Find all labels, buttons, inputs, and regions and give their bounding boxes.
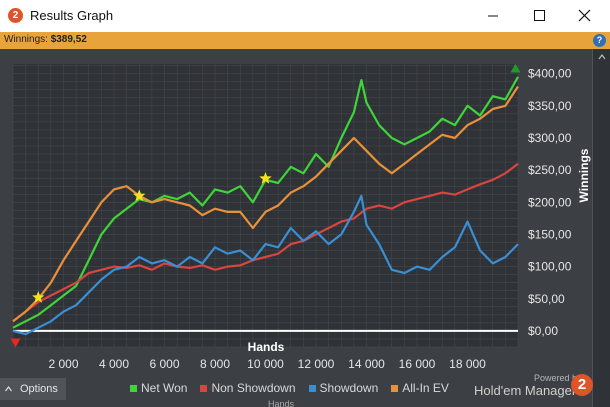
close-icon (578, 9, 591, 22)
brand-logo-icon: 2 (571, 374, 593, 396)
legend-label: All-In EV (402, 381, 449, 395)
x-tick-label: 10 000 (247, 357, 284, 371)
window-title: Results Graph (30, 8, 114, 23)
series-line-showdown (12, 194, 519, 336)
chevron-up-icon (5, 386, 12, 392)
series-line-net-won (12, 76, 519, 329)
options-label: Options (20, 383, 58, 395)
x-tick-label: 12 000 (298, 357, 335, 371)
x-tick-label: 16 000 (399, 357, 436, 371)
y-tick-label: $100,00 (528, 260, 572, 274)
scroll-strip[interactable] (592, 49, 610, 407)
chart-legend: Net Won Non Showdown Showdown All-In EV (130, 381, 449, 395)
legend-item[interactable]: All-In EV (391, 381, 449, 395)
y-tick-label: $250,00 (528, 163, 572, 177)
winnings-summary: Winnings: $389,52 (4, 34, 87, 45)
x-tick-label: 6 000 (149, 357, 179, 371)
series-layer (12, 76, 519, 336)
y-tick-label: $150,00 (528, 227, 572, 241)
app-logo-icon: 2 (8, 8, 23, 23)
min-marker-icon (10, 338, 21, 348)
x-tick-label: 18 000 (449, 357, 486, 371)
max-marker-icon (510, 63, 521, 73)
chevron-up-icon[interactable] (598, 53, 606, 61)
grid-lines (12, 64, 519, 348)
y-tick-label: $50,00 (528, 292, 565, 306)
maximize-icon (534, 10, 545, 21)
help-icon[interactable]: ? (593, 34, 606, 47)
legend-swatch (391, 384, 399, 392)
winnings-label: Winnings: (4, 34, 48, 45)
maximize-button[interactable] (516, 0, 562, 32)
minimize-button[interactable] (470, 0, 516, 32)
options-button[interactable]: Options (0, 378, 66, 400)
legend-label: Showdown (319, 381, 379, 395)
y-axis-title: Winnings (577, 148, 591, 202)
legend-label: Net Won (141, 381, 188, 395)
marker-layer (10, 63, 521, 348)
legend-item[interactable]: Showdown (308, 381, 379, 395)
y-tick-label: $350,00 (528, 99, 572, 113)
brand-name: Hold'em Manager (474, 383, 577, 398)
legend-swatch (308, 384, 316, 392)
x-tick-label: 2 000 (48, 357, 78, 371)
star-marker-icon (259, 172, 272, 184)
legend-item[interactable]: Non Showdown (200, 381, 296, 395)
title-bar: 2 Results Graph (0, 0, 610, 32)
star-marker-icon (32, 291, 45, 303)
close-button[interactable] (562, 0, 608, 32)
x-tick-label: 14 000 (348, 357, 385, 371)
winnings-value: $389,52 (50, 34, 87, 45)
series-line-non-showdown (12, 162, 519, 323)
star-marker-icon (133, 189, 146, 202)
y-tick-label: $200,00 (528, 195, 572, 209)
x-tick-label: 8 000 (200, 357, 230, 371)
x-axis-ticks: 2 000 4 000 6 000 8 000 10 000 12 000 14 000 16… (48, 357, 486, 371)
y-axis-ticks: $0,00 $50,00 $100,00 $150,00 $200,00 $250,00 $… (528, 67, 572, 338)
series-line-all-in-ev (12, 85, 519, 323)
y-tick-label: $300,00 (528, 131, 572, 145)
results-chart: 2 000 4 000 6 000 8 000 10 000 12 000 14 000 16… (0, 49, 592, 407)
y-tick-label: $400,00 (528, 67, 572, 81)
y-tick-label: $0,00 (528, 324, 558, 338)
legend-swatch (200, 384, 208, 392)
cutoff-hands-label: Hands (268, 399, 295, 407)
legend-swatch (130, 384, 137, 392)
winnings-bar: Winnings: $389,52 ? (0, 32, 610, 49)
x-axis-title: Hands (248, 340, 285, 354)
legend-item[interactable]: Net Won (130, 381, 187, 395)
powered-by-label: Powered by (534, 373, 582, 383)
minimize-icon (488, 15, 498, 17)
x-tick-label: 4 000 (99, 357, 129, 371)
legend-label: Non Showdown (211, 381, 296, 395)
